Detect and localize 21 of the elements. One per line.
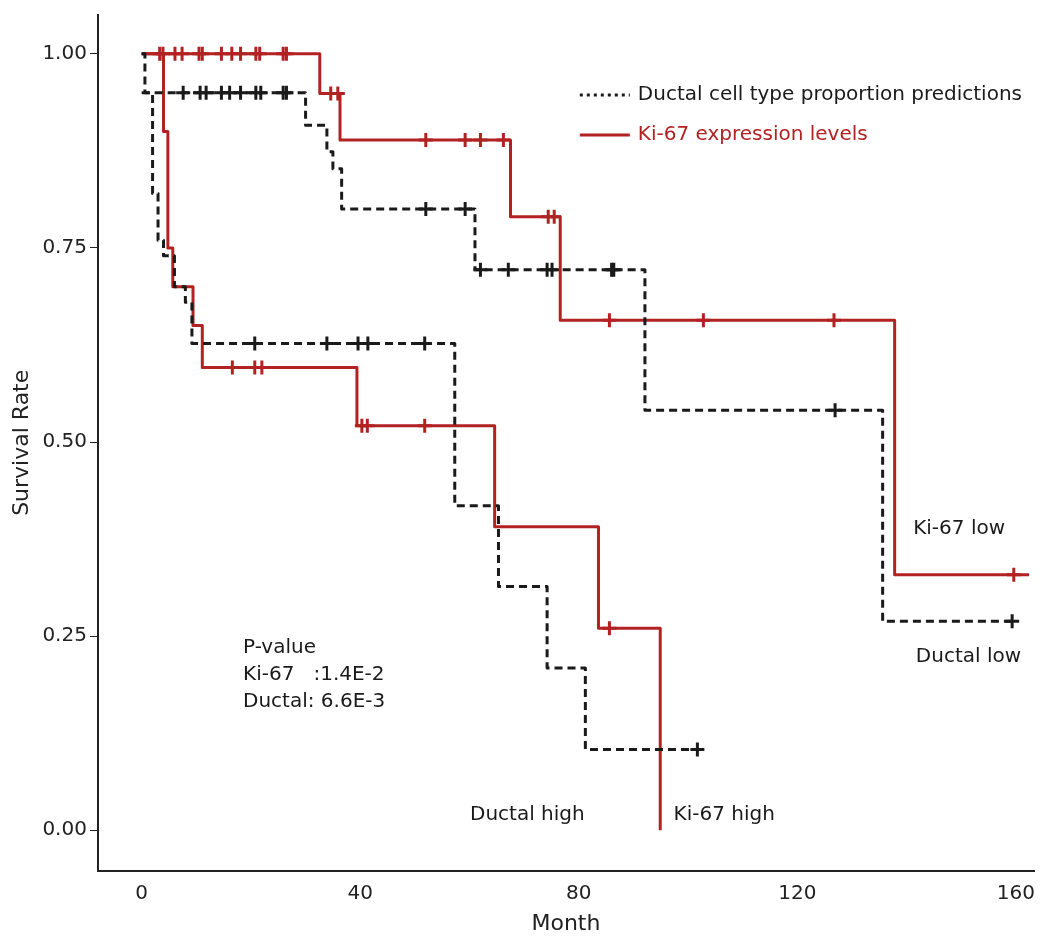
x-tick-label: 80 [566,879,592,904]
annotation: Ductal low [915,642,1022,667]
y-tick-label: 0.25 [42,622,87,647]
y-tick-label: 1.00 [42,40,87,65]
annotation: Ki-67 high [673,801,775,826]
x-axis-title: Month [531,909,601,935]
x-tick-label: 40 [347,879,373,904]
annotation: Ki-67 low [913,514,1006,539]
y-tick-label: 0.50 [42,428,87,453]
legend-label: Ki-67 expression levels [637,121,868,146]
point [688,740,706,758]
annotation: P-value Ki-67 :1.4E-2 Ductal: 6.6E-3 [243,634,386,713]
annotation: Ductal high [470,801,585,826]
y-tick-label: 0.75 [42,234,87,259]
point [174,84,192,102]
y-tick-label: 0.00 [42,816,87,841]
x-tick-label: 0 [135,879,149,904]
x-tick-label: 120 [778,879,817,904]
x-tick-label: 160 [996,879,1036,904]
legend-label: Ductal cell type proportion predictions [637,81,1023,106]
y-axis-title: Survival Rate [7,369,33,516]
